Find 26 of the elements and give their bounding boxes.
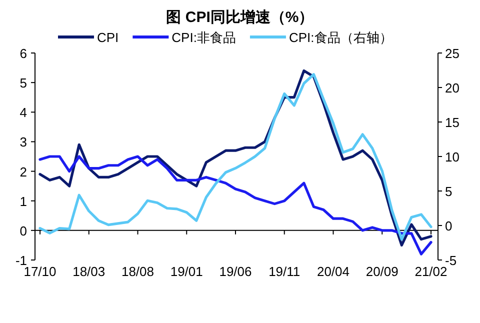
x-tick-label: 18/03 (72, 264, 106, 279)
y-tick-label: 0 (20, 223, 27, 238)
x-tick-label: 20/09 (366, 264, 398, 279)
y-tick-label: 3 (20, 134, 27, 150)
y2-tick-label: 15 (445, 115, 460, 130)
y2-tick-label: 0 (445, 218, 452, 234)
y2-tick-label: 10 (445, 150, 460, 164)
x-tick-label: 19/06 (219, 264, 252, 279)
x-tick-label: 19/11 (268, 264, 300, 279)
legend-label: CPI:非食品 (172, 30, 236, 45)
y2-tick-label: -5 (445, 253, 457, 268)
chart-title: 图 CPI同比增速（%） (166, 9, 314, 26)
x-tick-label: 19/01 (170, 264, 203, 279)
legend-label: CPI (97, 30, 119, 45)
legend-label: CPI:食品（右轴） (288, 30, 392, 45)
y2-tick-label: 5 (445, 184, 452, 199)
y-tick-label: 6 (20, 46, 27, 61)
y2-tick-label: 25 (445, 46, 460, 61)
y-tick-label: 5 (20, 76, 27, 91)
y-tick-label: 4 (20, 105, 27, 120)
y2-tick-label: 20 (445, 80, 460, 96)
y-tick-label: 2 (20, 164, 27, 180)
x-tick-label: 21/02 (414, 264, 448, 279)
x-tick-label: 20/04 (316, 264, 350, 279)
y-tick-label: 1 (20, 194, 27, 209)
x-tick-label: 18/08 (121, 264, 154, 279)
